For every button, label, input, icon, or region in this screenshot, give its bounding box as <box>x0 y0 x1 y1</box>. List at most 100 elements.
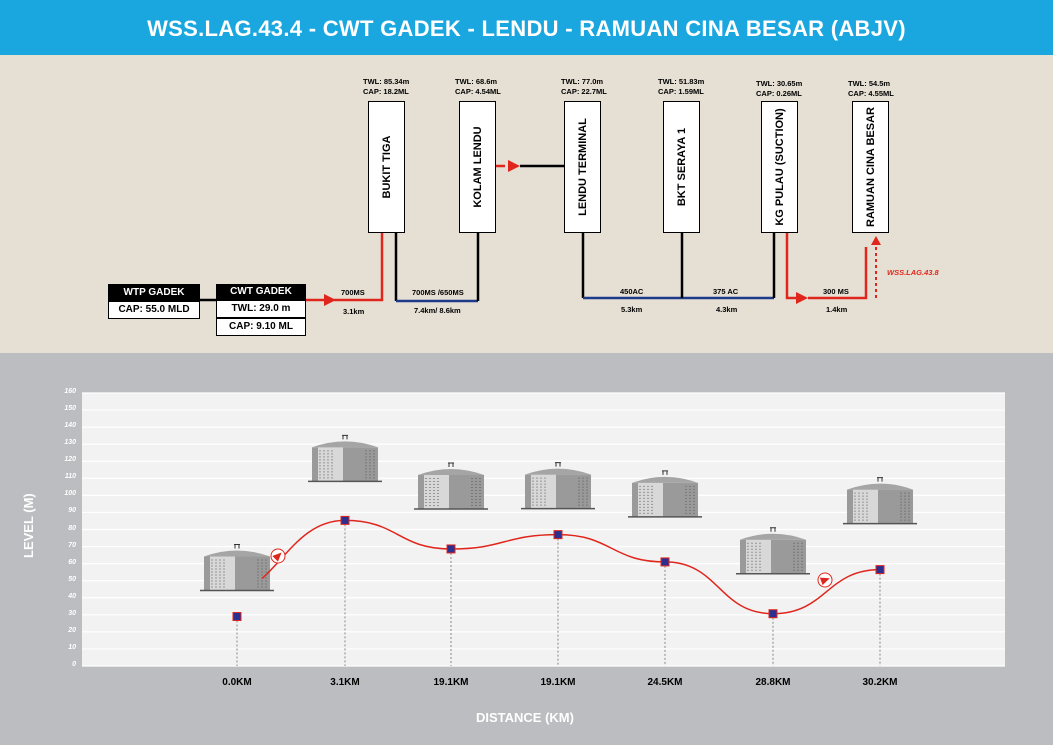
y-tick-label: 90 <box>68 507 76 515</box>
y-tick-label: 60 <box>68 558 76 566</box>
y-tick-label: 160 <box>64 388 76 395</box>
station-bkt-seraya: BKT SERAYA 1 <box>663 101 700 233</box>
data-point <box>232 612 242 622</box>
station-info: TWL: 51.83m CAP: 1.59ML <box>658 77 705 96</box>
cwt-name-box: CWT GADEK <box>216 284 306 300</box>
data-point <box>553 530 563 540</box>
y-tick-label: 140 <box>64 422 76 430</box>
y-tick-label: 120 <box>64 456 76 464</box>
onward-arrow-icon <box>871 236 881 245</box>
pipe-size-label: 300 MS <box>823 287 849 296</box>
y-tick-label: 20 <box>68 626 76 634</box>
tank-highlight <box>638 482 663 517</box>
tank-highlight <box>318 447 343 482</box>
tank-roof <box>632 476 698 483</box>
x-tick-label: 28.8KM <box>755 677 791 688</box>
station-name: KOLAM LENDU <box>471 126 484 208</box>
pump-triangle-icon <box>796 292 808 304</box>
reservoir-tank-icon <box>200 544 274 592</box>
x-tick-label: 19.1KM <box>540 677 576 688</box>
tank-roof <box>525 468 591 475</box>
x-tick-label: 0.0KM <box>222 677 252 688</box>
reservoir-tank-icon <box>736 527 810 575</box>
x-tick-label: 3.1KM <box>330 677 360 688</box>
schematic-pipes <box>200 160 881 306</box>
x-tick-label: 19.1KM <box>433 677 469 688</box>
reservoir-tank-icon <box>628 470 702 518</box>
y-tick-label: 130 <box>64 439 76 447</box>
network-schematic: WTP GADEK CAP: 55.0 MLD CWT GADEK TWL: 2… <box>0 55 1053 353</box>
cwt-twl-box: TWL: 29.0 m <box>216 300 306 318</box>
station-info: TWL: 77.0m CAP: 22.7ML <box>561 77 607 96</box>
data-point <box>660 557 670 567</box>
tank-highlight <box>531 474 556 509</box>
data-point <box>768 609 778 619</box>
y-tick-label: 0 <box>72 661 76 668</box>
y-tick-label: 40 <box>68 592 76 600</box>
station-name: BKT SERAYA 1 <box>675 127 688 207</box>
station-name: KG PULAU (SUCTION) <box>773 108 786 226</box>
onward-reference: WSS.LAG.43.8 <box>887 268 939 277</box>
pump-marker-icon <box>270 548 286 564</box>
station-info: TWL: 85.34m CAP: 18.2ML <box>363 77 410 96</box>
pipe-length-label: 3.1km <box>343 307 365 316</box>
reservoir-tank-icon <box>843 477 917 525</box>
tank-vent <box>234 544 240 549</box>
y-tick-label: 50 <box>68 575 76 583</box>
pipe-length-label: 4.3km <box>716 305 738 314</box>
pipe-length-label: 7.4km/ 8.6km <box>414 306 461 315</box>
pump-triangle-icon <box>508 160 520 172</box>
station-info: TWL: 68.6m CAP: 4.54ML <box>455 77 501 96</box>
pipe-size-label: 375 AC <box>713 287 739 296</box>
y-tick-label: 150 <box>64 405 76 413</box>
elevation-profile: 0 10 20 30 40 50 60 70 80 90 100 110 120 130 140 150 160… <box>0 353 1053 745</box>
station-ramuan-cina-besar: RAMUAN CINA BESAR <box>852 101 889 233</box>
wtp-name-box: WTP GADEK <box>108 284 200 301</box>
pump-marker-icon <box>817 572 833 588</box>
tank-vent <box>448 462 454 467</box>
pipe-300ms <box>808 247 868 300</box>
reservoir-tank-icon <box>521 462 595 510</box>
x-axis-title: DISTANCE (KM) <box>476 710 574 725</box>
tank-highlight <box>210 556 235 591</box>
tank-highlight <box>424 474 449 509</box>
tank-vent <box>342 434 348 440</box>
station-kg-pulau: KG PULAU (SUCTION) <box>761 101 798 233</box>
y-tick-label: 10 <box>68 643 76 651</box>
x-tick-label: 30.2KM <box>862 677 898 688</box>
kg-pulau-outlet <box>785 233 796 300</box>
tank-roof <box>204 550 270 557</box>
data-point <box>875 565 885 575</box>
tank-vent <box>770 527 776 532</box>
tank-vent <box>662 470 668 475</box>
reservoir-tank-icon <box>308 434 382 483</box>
station-name: LENDU TERMINAL <box>576 118 589 216</box>
pump-triangle <box>819 577 830 586</box>
station-info: TWL: 54.5m CAP: 4.55ML <box>848 79 894 98</box>
data-point <box>340 515 350 525</box>
wtp-cap-box: CAP: 55.0 MLD <box>108 301 200 319</box>
pump-triangle <box>272 552 282 562</box>
pipe-700ms-bukit-tiga <box>334 233 384 302</box>
pipe-size-label: 450AC <box>620 287 644 296</box>
y-tick-label: 80 <box>68 524 76 532</box>
station-kolam-lendu: KOLAM LENDU <box>459 101 496 233</box>
tank-highlight <box>853 489 878 524</box>
tank-roof <box>312 441 378 448</box>
profile-chart <box>82 392 1005 667</box>
station-info: TWL: 30.65m CAP: 0.26ML <box>756 79 803 98</box>
x-tick-label: 24.5KM <box>647 677 683 688</box>
page-title: WSS.LAG.43.4 - CWT GADEK - LENDU - RAMUA… <box>0 0 1053 55</box>
station-bukit-tiga: BUKIT TIGA <box>368 101 405 233</box>
tank-roof <box>847 483 913 490</box>
y-tick-label: 70 <box>68 541 76 549</box>
y-axis-title: LEVEL (M) <box>21 493 36 558</box>
pipe-length-label: 1.4km <box>826 305 848 314</box>
cwt-cap-box: CAP: 9.10 ML <box>216 318 306 336</box>
tank-highlight <box>746 539 771 574</box>
tank-vent <box>877 477 883 482</box>
tank-roof <box>740 533 806 540</box>
pump-triangle-icon <box>324 294 336 306</box>
data-point <box>446 544 456 554</box>
tank-roof <box>418 468 484 475</box>
